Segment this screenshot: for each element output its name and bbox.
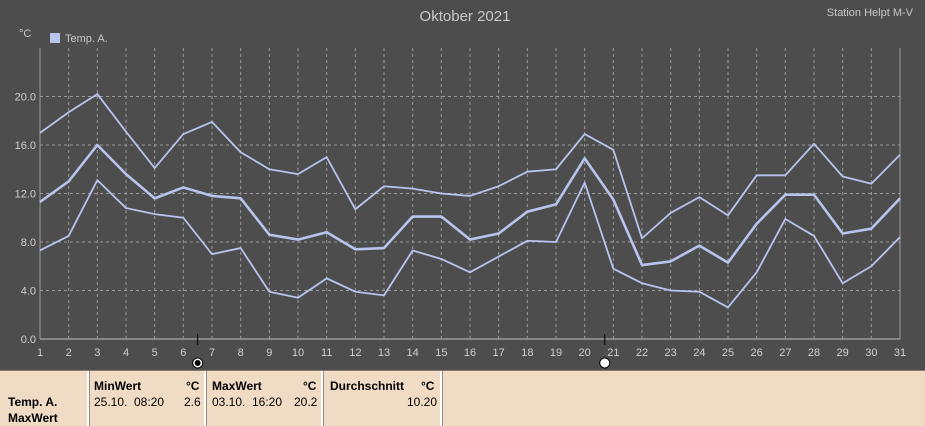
x-tick-label: 29 [837,347,849,359]
x-tick-label: 17 [493,347,505,359]
x-tick-label: 14 [407,347,419,359]
x-tick-label: 13 [378,347,390,359]
min-cell: MinWert °C 25.10. 08:20 2.6 [89,371,206,426]
x-tick-label: 2 [66,347,72,359]
x-tick-label: 4 [123,347,129,359]
x-tick-label: 28 [808,347,820,359]
x-tick-label: 20 [579,347,591,359]
x-tick-label: 25 [722,347,734,359]
x-tick-label: 18 [521,347,533,359]
x-tick-label: 30 [865,347,877,359]
y-tick-label: 16.0 [15,140,36,152]
min-date: 25.10. [94,395,128,409]
marker-circle [599,357,611,369]
max-date: 03.10. [212,395,246,409]
series-layer [39,93,901,309]
y-unit-label: °C [19,28,31,40]
series-line-avg [39,143,901,267]
max-value: 20.2 [294,395,318,409]
chart-title: Oktober 2021 [420,8,511,25]
legend-swatch [50,33,60,43]
x-tick-label: 27 [779,347,791,359]
series-line-max [39,93,901,240]
avg-header: Durchschnitt [330,379,405,393]
y-tick-label: 12.0 [15,189,36,201]
marker-layer [192,334,611,369]
avg-unit: °C [421,379,435,393]
summary-table: Temp. A. MaxWert MinWert °C 25.10. 08:20… [0,370,925,426]
max-unit: °C [303,379,317,393]
x-tick-label: 6 [180,347,186,359]
grid [40,48,900,339]
x-tick-label: 5 [152,347,158,359]
x-tick-label: 31 [894,347,906,359]
x-tick-label: 11 [321,347,332,359]
x-tick-label: 1 [37,347,43,359]
x-tick-label: 22 [636,347,648,359]
legend-label: Temp. A. [65,33,108,45]
min-unit: °C [186,379,200,393]
x-tick-label: 26 [751,347,763,359]
max-header: MaxWert [212,379,262,393]
max-cell: MaxWert °C 03.10. 16:20 20.2 [206,371,323,426]
x-tick-label: 15 [435,347,447,359]
x-tick-label: 16 [464,347,476,359]
x-tick-label: 24 [693,347,705,359]
row-sublabel: MaxWert [8,411,58,425]
x-tick-label: 8 [238,347,244,359]
series-line-min [39,179,901,309]
max-time: 16:20 [252,395,283,409]
min-value: 2.6 [184,395,201,409]
x-tick-label: 19 [550,347,562,359]
axes: 1 2 3 4 5 6 7 8 9 10 11 12 13 14 15 16 17 18 19 20 21 22 23 24 2… [15,48,906,359]
x-tick-label: 10 [292,347,304,359]
temperature-chart: Oktober 2021 Station Helpt M-V °C Temp. … [15,7,914,369]
station-label: Station Helpt M-V [827,7,914,19]
y-tick-label: 4.0 [21,286,36,298]
x-tick-label: 23 [665,347,677,359]
x-tick-label: 12 [349,347,361,359]
x-tick-label: 7 [209,347,215,359]
avg-cell: Durchschnitt °C 10.20 [323,371,442,426]
summary-row-label-cell: Temp. A. MaxWert [0,371,89,426]
x-tick-label: 9 [266,347,272,359]
y-tick-label: 0.0 [21,334,36,346]
avg-value: 10.20 [407,395,438,409]
min-header: MinWert [94,379,142,393]
y-tick-label: 8.0 [21,237,36,249]
y-tick-label: 20.0 [15,92,36,104]
x-tick-label: 3 [94,347,100,359]
marker-dot [194,360,201,366]
row-label: Temp. A. [8,395,58,409]
min-time: 08:20 [134,395,165,409]
x-tick-label: 21 [607,347,619,359]
